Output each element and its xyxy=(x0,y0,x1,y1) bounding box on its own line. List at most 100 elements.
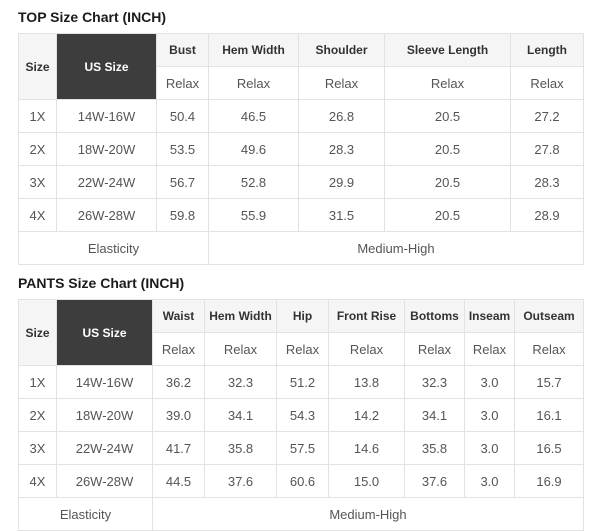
value-cell-waist-2x: 39.0 xyxy=(152,398,205,432)
value-cell-hem-width-2x: 49.6 xyxy=(208,132,299,166)
value-cell-waist-3x: 41.7 xyxy=(152,431,205,465)
value-cell-hip-3x: 57.5 xyxy=(276,431,329,465)
fit-type-cell-bust: Relax xyxy=(156,66,209,100)
column-header-length: Length xyxy=(510,33,584,67)
value-cell-hem-width-1x: 32.3 xyxy=(204,365,277,399)
value-cell-sleeve-length-1x: 20.5 xyxy=(384,99,511,133)
column-header-inseam: Inseam xyxy=(464,299,515,333)
value-cell-inseam-2x: 3.0 xyxy=(464,398,515,432)
fit-type-cell-hem-width: Relax xyxy=(208,66,299,100)
size-column-header: Size xyxy=(18,33,57,100)
column-header-front-rise: Front Rise xyxy=(328,299,405,333)
column-header-hem-width: Hem Width xyxy=(208,33,299,67)
value-cell-length-2x: 27.8 xyxy=(510,132,584,166)
value-cell-bottoms-3x: 35.8 xyxy=(404,431,465,465)
fit-type-cell-bottoms: Relax xyxy=(404,332,465,366)
value-cell-hip-4x: 60.6 xyxy=(276,464,329,498)
value-cell-bottoms-1x: 32.3 xyxy=(404,365,465,399)
value-cell-sleeve-length-4x: 20.5 xyxy=(384,198,511,232)
size-cell-3x: 3X xyxy=(18,431,57,465)
value-cell-waist-4x: 44.5 xyxy=(152,464,205,498)
size-row-3x: 3X 22W-24W 56.7 52.8 29.9 20.5 28.3 xyxy=(18,165,584,199)
pants-size-chart-table: Size US Size Waist Hem Width Hip Front Rise Bo… xyxy=(18,299,584,531)
value-cell-length-1x: 27.2 xyxy=(510,99,584,133)
value-cell-bust-2x: 53.5 xyxy=(156,132,209,166)
us-size-cell-22w-24w: 22W-24W xyxy=(56,431,153,465)
fit-type-cell-hip: Relax xyxy=(276,332,329,366)
value-cell-bust-1x: 50.4 xyxy=(156,99,209,133)
elasticity-label-cell: Elasticity xyxy=(18,231,209,265)
value-cell-outseam-3x: 16.5 xyxy=(514,431,584,465)
value-cell-front-rise-2x: 14.2 xyxy=(328,398,405,432)
value-cell-hem-width-4x: 37.6 xyxy=(204,464,277,498)
value-cell-bust-4x: 59.8 xyxy=(156,198,209,232)
size-cell-1x: 1X xyxy=(18,365,57,399)
elasticity-value-cell: Medium-High xyxy=(208,231,584,265)
size-row-2x: 2X 18W-20W 53.5 49.6 28.3 20.5 27.8 xyxy=(18,132,584,166)
size-row-4x: 4X 26W-28W 59.8 55.9 31.5 20.5 28.9 xyxy=(18,198,584,232)
us-size-cell-18w-20w: 18W-20W xyxy=(56,132,157,166)
elasticity-row: Elasticity Medium-High xyxy=(18,497,584,531)
us-size-cell-22w-24w: 22W-24W xyxy=(56,165,157,199)
us-size-cell-14w-16w: 14W-16W xyxy=(56,365,153,399)
top-chart-title: TOP Size Chart (INCH) xyxy=(18,9,167,25)
size-chart-page: TOP Size Chart (INCH) Size US Size Bust Hem… xyxy=(18,9,600,531)
value-cell-hem-width-3x: 52.8 xyxy=(208,165,299,199)
value-cell-shoulder-3x: 29.9 xyxy=(298,165,385,199)
value-cell-outseam-2x: 16.1 xyxy=(514,398,584,432)
column-header-sleeve-length: Sleeve Length xyxy=(384,33,511,67)
elasticity-value-cell: Medium-High xyxy=(152,497,584,531)
fit-type-cell-waist: Relax xyxy=(152,332,205,366)
header-row-measurements: Size US Size Waist Hem Width Hip Front Rise Bo… xyxy=(18,299,584,366)
value-cell-outseam-1x: 15.7 xyxy=(514,365,584,399)
column-header-hem-width: Hem Width xyxy=(204,299,277,333)
fit-type-cell-shoulder: Relax xyxy=(298,66,385,100)
value-cell-bottoms-2x: 34.1 xyxy=(404,398,465,432)
fit-type-cell-sleeve-length: Relax xyxy=(384,66,511,100)
value-cell-hem-width-3x: 35.8 xyxy=(204,431,277,465)
column-header-outseam: Outseam xyxy=(514,299,584,333)
value-cell-waist-1x: 36.2 xyxy=(152,365,205,399)
size-cell-2x: 2X xyxy=(18,398,57,432)
elasticity-row: Elasticity Medium-High xyxy=(18,231,584,265)
value-cell-sleeve-length-2x: 20.5 xyxy=(384,132,511,166)
value-cell-hem-width-2x: 34.1 xyxy=(204,398,277,432)
value-cell-inseam-3x: 3.0 xyxy=(464,431,515,465)
value-cell-front-rise-4x: 15.0 xyxy=(328,464,405,498)
size-row-1x: 1X 14W-16W 36.2 32.3 51.2 13.8 32.3 3.0 15.7 xyxy=(18,365,584,399)
value-cell-outseam-4x: 16.9 xyxy=(514,464,584,498)
fit-type-cell-outseam: Relax xyxy=(514,332,584,366)
header-row-fit-type: Relax Relax Relax Relax Relax xyxy=(19,66,584,100)
size-cell-4x: 4X xyxy=(18,464,57,498)
value-cell-shoulder-4x: 31.5 xyxy=(298,198,385,232)
value-cell-bust-3x: 56.7 xyxy=(156,165,209,199)
value-cell-shoulder-2x: 28.3 xyxy=(298,132,385,166)
us-size-cell-26w-28w: 26W-28W xyxy=(56,464,153,498)
size-cell-3x: 3X xyxy=(18,165,57,199)
us-size-cell-14w-16w: 14W-16W xyxy=(56,99,157,133)
value-cell-shoulder-1x: 26.8 xyxy=(298,99,385,133)
header-row-measurements: Size US Size Bust Hem Width Shoulder Sleeve L… xyxy=(18,33,584,100)
value-cell-length-3x: 28.3 xyxy=(510,165,584,199)
top-size-chart-table: Size US Size Bust Hem Width Shoulder Sleeve L… xyxy=(18,33,584,265)
value-cell-front-rise-1x: 13.8 xyxy=(328,365,405,399)
us-size-column-header: US Size xyxy=(56,33,157,100)
fit-type-cell-hem-width: Relax xyxy=(204,332,277,366)
value-cell-inseam-4x: 3.0 xyxy=(464,464,515,498)
size-cell-1x: 1X xyxy=(18,99,57,133)
column-header-bust: Bust xyxy=(156,33,209,67)
fit-type-cell-length: Relax xyxy=(510,66,584,100)
us-size-column-header: US Size xyxy=(56,299,153,366)
size-cell-4x: 4X xyxy=(18,198,57,232)
value-cell-length-4x: 28.9 xyxy=(510,198,584,232)
column-header-hip: Hip xyxy=(276,299,329,333)
value-cell-hip-1x: 51.2 xyxy=(276,365,329,399)
value-cell-bottoms-4x: 37.6 xyxy=(404,464,465,498)
pants-chart-title: PANTS Size Chart (INCH) xyxy=(18,275,185,291)
size-cell-2x: 2X xyxy=(18,132,57,166)
fit-type-cell-inseam: Relax xyxy=(464,332,515,366)
size-column-header: Size xyxy=(18,299,57,366)
size-row-3x: 3X 22W-24W 41.7 35.8 57.5 14.6 35.8 3.0 16.5 xyxy=(18,431,584,465)
fit-type-cell-front-rise: Relax xyxy=(328,332,405,366)
value-cell-hem-width-1x: 46.5 xyxy=(208,99,299,133)
